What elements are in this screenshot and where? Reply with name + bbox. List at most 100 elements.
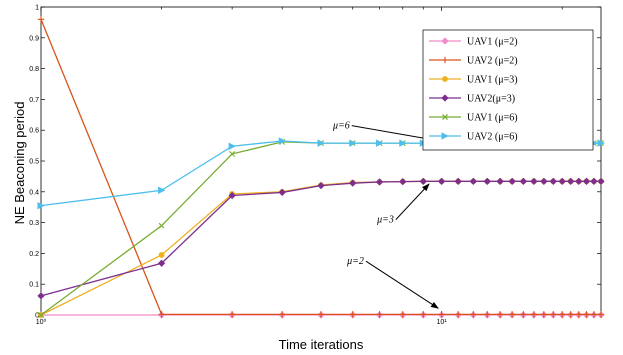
data-point (399, 139, 407, 147)
annotation-arrow (365, 260, 439, 309)
data-point (567, 177, 575, 185)
legend-entry: UAV2 (μ=2) (429, 56, 518, 67)
legend: UAV1 (μ=2) UAV2 (μ=2) UAV1 (μ=3) UAV2(μ=3) U… (422, 29, 594, 151)
data-point (549, 177, 557, 185)
data-point (441, 94, 449, 102)
data-point (420, 311, 427, 318)
annotation-label: μ=2 (346, 256, 364, 267)
data-point (484, 311, 491, 318)
data-point (483, 177, 491, 185)
data-point (550, 311, 557, 318)
data-point (597, 139, 605, 147)
data-point (582, 177, 591, 185)
data-point (399, 311, 406, 318)
y-tick-label: 0.5 (29, 159, 39, 166)
data-point (317, 139, 325, 147)
data-point (575, 311, 582, 318)
data-point (470, 311, 477, 318)
y-tick-label: 0.9 (29, 35, 39, 42)
data-point (158, 222, 165, 229)
data-point (278, 311, 286, 318)
data-point (38, 312, 44, 318)
data-point (376, 311, 383, 318)
data-point (583, 311, 590, 318)
annotation-arrow (395, 183, 430, 220)
data-point (496, 177, 504, 185)
data-point (441, 132, 449, 140)
y-tick-label: 0.1 (29, 282, 39, 289)
data-point (530, 177, 538, 185)
x-tick-label: 10¹ (437, 319, 448, 326)
series-uav2-2- (37, 16, 605, 318)
y-tick-label: 0.2 (29, 251, 39, 258)
y-tick-label: 0.7 (29, 97, 39, 104)
data-point (530, 311, 538, 318)
legend-label: UAV2 (μ=2) (467, 56, 518, 67)
series-uav2-3- (37, 177, 605, 300)
data-point (376, 139, 384, 147)
data-point (597, 311, 605, 318)
data-point (442, 76, 448, 82)
data-point (278, 188, 286, 197)
data-point (597, 177, 605, 185)
legend-box (422, 29, 594, 151)
legend-label: UAV1 (μ=2) (467, 37, 518, 48)
legend-label: UAV1 (μ=3) (467, 75, 518, 86)
data-point (229, 150, 236, 157)
data-point (317, 311, 325, 318)
data-point (37, 201, 45, 210)
data-point (37, 16, 45, 23)
data-point (519, 177, 527, 185)
legend-entry: UAV2 (μ=6) (429, 132, 518, 143)
data-point (441, 56, 449, 64)
data-point (590, 311, 598, 318)
y-tick-label: 0.4 (29, 189, 39, 196)
data-point (438, 311, 445, 318)
data-point (558, 177, 566, 185)
data-point (349, 139, 357, 147)
data-point (228, 311, 236, 318)
data-point (454, 177, 462, 185)
x-axis-label: Time iterations (279, 337, 364, 352)
legend-label: UAV1 (μ=6) (467, 113, 518, 124)
y-tick-label: 0.3 (29, 220, 39, 227)
data-point (399, 178, 407, 186)
data-point (375, 178, 384, 186)
data-point (349, 311, 356, 318)
axis-ticks: 0 0.1 0.2 0.3 0.4 0.5 0.6 0.7 0.8 0.9 1 10⁰ 10¹ (29, 5, 601, 326)
data-point (437, 177, 446, 185)
y-tick-label: 0.6 (29, 128, 39, 135)
data-point (157, 259, 166, 267)
annotation-label: μ=3 (376, 215, 394, 226)
annotation-label: μ=6 (332, 121, 350, 132)
y-tick-label: 0 (35, 313, 39, 320)
data-point (496, 311, 504, 318)
data-point (228, 142, 237, 150)
data-point (454, 311, 462, 318)
data-point (508, 311, 516, 318)
data-point (158, 186, 166, 194)
data-point (442, 114, 448, 120)
data-point (540, 177, 548, 185)
data-point (469, 177, 477, 185)
data-point (575, 177, 583, 185)
x-tick-label: 10⁰ (36, 318, 47, 326)
legend-label: UAV2(μ=3) (467, 94, 515, 105)
legend-label: UAV2 (μ=6) (467, 132, 518, 143)
data-point (37, 292, 45, 300)
data-point (508, 177, 516, 185)
data-point (520, 311, 527, 318)
data-point (567, 311, 574, 318)
legend-entry: UAV1 (μ=3) (429, 75, 518, 86)
data-point (278, 137, 287, 145)
data-point (158, 252, 165, 258)
data-point (441, 37, 449, 45)
legend-entry: UAV1 (μ=6) (429, 113, 518, 124)
data-point (349, 179, 357, 187)
legend-entry: UAV1 (μ=2) (429, 37, 518, 48)
data-point (590, 177, 598, 185)
y-tick-label: 0.8 (29, 66, 39, 73)
data-point (317, 182, 325, 190)
y-tick-label: 1 (35, 5, 39, 12)
